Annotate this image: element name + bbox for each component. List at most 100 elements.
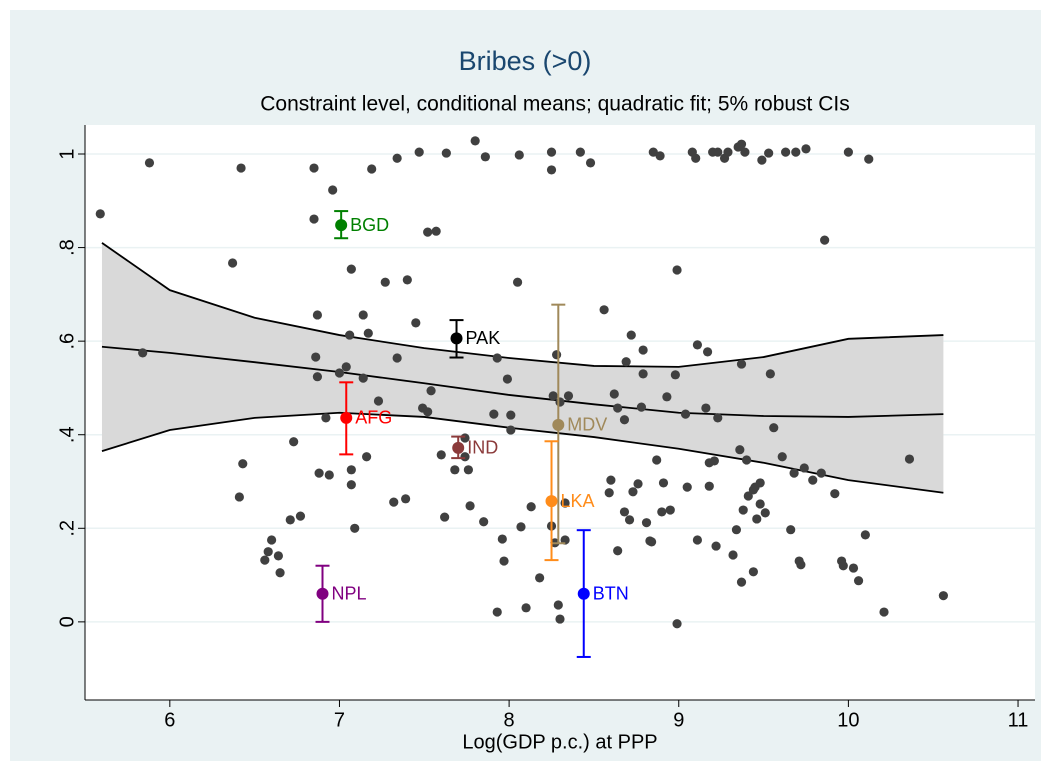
point — [777, 452, 787, 462]
point — [480, 152, 490, 162]
point — [680, 409, 691, 419]
point — [267, 535, 277, 545]
point — [755, 478, 765, 488]
point — [414, 147, 424, 157]
point — [655, 151, 665, 161]
point — [838, 561, 848, 571]
point — [363, 328, 373, 338]
point — [535, 573, 545, 583]
country-label: BTN — [593, 584, 629, 604]
point — [748, 567, 758, 577]
point — [879, 607, 889, 617]
point — [613, 546, 623, 556]
point — [791, 147, 801, 157]
point — [670, 370, 680, 380]
point — [236, 163, 246, 173]
point — [426, 386, 436, 396]
point — [492, 353, 502, 363]
chart-subtitle: Constraint level, conditional means; qua… — [260, 93, 849, 116]
country-label: NPL — [332, 584, 367, 604]
point — [801, 144, 811, 154]
point — [521, 603, 531, 613]
point — [682, 482, 692, 492]
point — [619, 415, 630, 425]
point — [144, 158, 155, 168]
point — [309, 214, 319, 224]
country-point — [545, 495, 558, 508]
y-tick-label: 0 — [56, 616, 78, 627]
point — [736, 359, 747, 369]
point — [311, 352, 321, 362]
point — [402, 275, 412, 285]
point — [260, 555, 270, 565]
point — [760, 508, 770, 518]
point — [719, 153, 730, 163]
point — [380, 277, 390, 287]
y-tick-label: .4 — [56, 426, 78, 443]
point — [450, 465, 460, 475]
point — [440, 512, 450, 522]
point — [853, 576, 864, 586]
country-point — [450, 332, 463, 345]
point — [708, 147, 718, 157]
point — [463, 465, 473, 475]
point — [362, 452, 372, 462]
point — [273, 551, 283, 561]
point — [662, 392, 672, 402]
point — [295, 511, 306, 521]
point — [401, 494, 411, 504]
point — [95, 209, 105, 219]
point — [713, 413, 723, 423]
point — [431, 226, 441, 236]
x-tick-label: 8 — [504, 709, 515, 731]
point — [341, 362, 351, 372]
point — [628, 487, 638, 497]
point — [346, 480, 356, 490]
country-point — [335, 219, 348, 232]
point — [692, 340, 703, 350]
point — [575, 147, 585, 157]
country-label: BGD — [350, 215, 389, 235]
ci-upper — [101, 242, 944, 368]
x-axis-title: Log(GDP p.c.) at PPP — [462, 731, 657, 753]
point — [764, 148, 774, 158]
point — [263, 547, 273, 557]
point — [324, 470, 334, 480]
point — [506, 410, 516, 420]
point — [423, 227, 433, 237]
point — [275, 568, 285, 578]
point — [350, 523, 360, 533]
point — [553, 600, 563, 610]
point — [321, 413, 331, 423]
country-point — [316, 587, 329, 600]
point — [328, 185, 338, 195]
point — [843, 147, 853, 157]
point — [619, 507, 630, 517]
point — [701, 403, 711, 413]
point — [345, 330, 355, 340]
point — [728, 550, 738, 560]
country-label: PAK — [466, 328, 501, 348]
point — [479, 517, 489, 527]
point — [526, 502, 536, 512]
point — [736, 577, 747, 587]
point — [938, 591, 948, 601]
point — [830, 489, 840, 499]
point — [820, 235, 830, 245]
point — [606, 475, 616, 485]
point — [238, 459, 248, 469]
point — [864, 154, 874, 164]
point — [638, 345, 648, 355]
point — [502, 374, 513, 384]
ci-band — [101, 242, 944, 493]
point — [552, 350, 562, 360]
point — [373, 396, 384, 406]
point — [743, 491, 753, 501]
point — [312, 310, 323, 320]
y-tick-label: .6 — [56, 333, 78, 350]
x-tick-label: 6 — [164, 709, 175, 731]
point — [808, 475, 818, 485]
point — [609, 389, 619, 399]
country-label: MDV — [567, 415, 607, 435]
